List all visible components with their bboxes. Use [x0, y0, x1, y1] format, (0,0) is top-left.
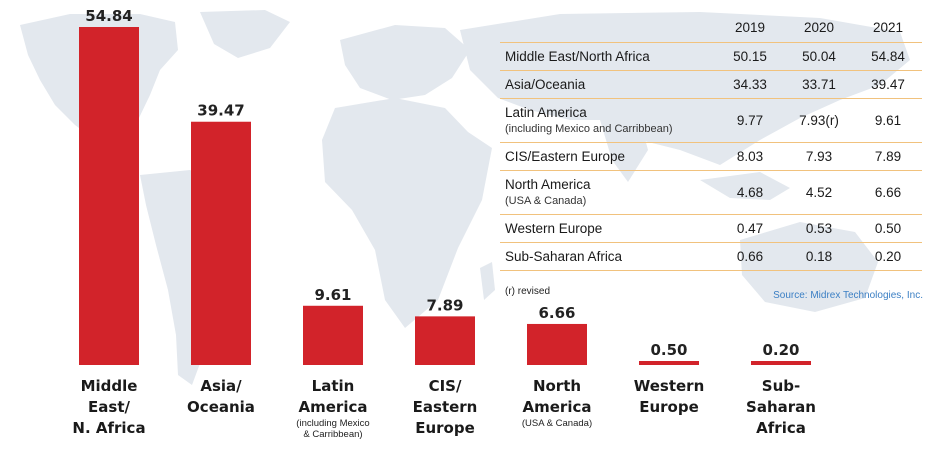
region-cell: Western Europe [500, 214, 716, 243]
category-label: Eastern [413, 398, 478, 416]
bar-value-label: 0.20 [762, 341, 799, 359]
region-cell: Asia/Oceania [500, 70, 716, 99]
map-africa [322, 98, 492, 328]
revised-note: (r) revised [505, 286, 551, 297]
region-subtitle: (including Mexico and Carribbean) [505, 122, 673, 135]
value-2019-cell: 9.77 [716, 98, 784, 143]
category-label: East/ [88, 398, 130, 416]
category-label: Latin [312, 377, 355, 395]
region-subtitle: (USA & Canada) [505, 194, 587, 207]
category-label: Western [634, 377, 705, 395]
value-2021-cell: 6.66 [854, 170, 922, 215]
value-2021-cell: 7.89 [854, 142, 922, 171]
category-label: Asia/ [200, 377, 242, 395]
value-2020-cell: 33.71 [784, 70, 854, 99]
category-sublabel: & Carribbean) [303, 429, 362, 440]
region-cell: Sub-Saharan Africa [500, 242, 716, 271]
region-name: North America [505, 176, 591, 192]
value-2020-cell: 4.52 [784, 170, 854, 215]
category-label: Saharan [746, 398, 816, 416]
value-2019-cell: 0.66 [716, 242, 784, 271]
bar-value-label: 6.66 [538, 304, 575, 322]
value-2021-cell: 54.84 [854, 42, 922, 71]
region-cell: Middle East/North Africa [500, 42, 716, 71]
bar-value-label: 0.50 [650, 341, 687, 359]
bar [303, 305, 363, 365]
source-credit: Source: Midrex Technologies, Inc. [773, 290, 923, 301]
value-2019-cell: 0.47 [716, 214, 784, 243]
value-2021-cell: 0.50 [854, 214, 922, 243]
bar-value-label: 54.84 [85, 7, 132, 25]
table-header-2020: 2020 [803, 19, 835, 35]
category-label: America [523, 398, 592, 416]
bar [639, 361, 699, 365]
value-2020-cell: 7.93(r) [784, 98, 854, 143]
bar-value-label: 9.61 [314, 286, 351, 304]
value-2020-cell: 0.53 [784, 214, 854, 243]
table-header-row: 2019 2020 2021 [500, 12, 922, 43]
bar [527, 323, 587, 365]
bar-value-label: 7.89 [426, 296, 463, 314]
value-2021-cell: 9.61 [854, 98, 922, 143]
category-label: North [533, 377, 581, 395]
region-cell: CIS/Eastern Europe [500, 142, 716, 171]
category-sublabel: (including Mexico [296, 418, 369, 429]
category-label: America [299, 398, 368, 416]
category-label: Europe [639, 398, 699, 416]
category-label: N. Africa [72, 419, 145, 437]
table-row: Sub-Saharan Africa 0.66 0.18 0.20 [500, 242, 922, 271]
category-label: Sub- [762, 377, 800, 395]
region-name: Latin America [505, 104, 587, 120]
value-2020-cell: 0.18 [784, 242, 854, 271]
category-label: Oceania [187, 398, 255, 416]
bar [191, 121, 251, 365]
table-row: North America (USA & Canada) 4.68 4.52 6… [500, 170, 922, 215]
bar [415, 316, 475, 365]
value-2020-cell: 7.93 [784, 142, 854, 171]
category-sublabel: (USA & Canada) [522, 418, 592, 429]
table-header-2019: 2019 [734, 19, 766, 35]
category-label: Middle [81, 377, 138, 395]
table-row: Asia/Oceania 34.33 33.71 39.47 [500, 70, 922, 99]
value-2019-cell: 4.68 [716, 170, 784, 215]
bar-value-label: 39.47 [197, 102, 244, 120]
table-row: Latin America (including Mexico and Carr… [500, 98, 922, 143]
table-row: Middle East/North Africa 50.15 50.04 54.… [500, 42, 922, 71]
region-cell: Latin America (including Mexico and Carr… [500, 98, 716, 143]
table-row: CIS/Eastern Europe 8.03 7.93 7.89 [500, 142, 922, 171]
category-label: Africa [756, 419, 806, 437]
value-2019-cell: 8.03 [716, 142, 784, 171]
table-row: Western Europe 0.47 0.53 0.50 [500, 214, 922, 243]
table-header-2021: 2021 [872, 19, 904, 35]
value-2021-cell: 0.20 [854, 242, 922, 271]
value-2020-cell: 50.04 [784, 42, 854, 71]
data-table-container: 2019 2020 2021 Middle East/North Africa … [500, 12, 922, 271]
map-madagascar [480, 262, 495, 300]
value-2021-cell: 39.47 [854, 70, 922, 99]
map-europe [340, 25, 470, 100]
bar [751, 361, 811, 365]
data-table: 2019 2020 2021 Middle East/North Africa … [500, 12, 922, 271]
category-label: Europe [415, 419, 475, 437]
value-2019-cell: 34.33 [716, 70, 784, 99]
bar [79, 27, 139, 365]
map-greenland [200, 10, 290, 58]
table-header-region [500, 12, 716, 43]
value-2019-cell: 50.15 [716, 42, 784, 71]
category-label: CIS/ [429, 377, 462, 395]
region-cell: North America (USA & Canada) [500, 170, 716, 215]
